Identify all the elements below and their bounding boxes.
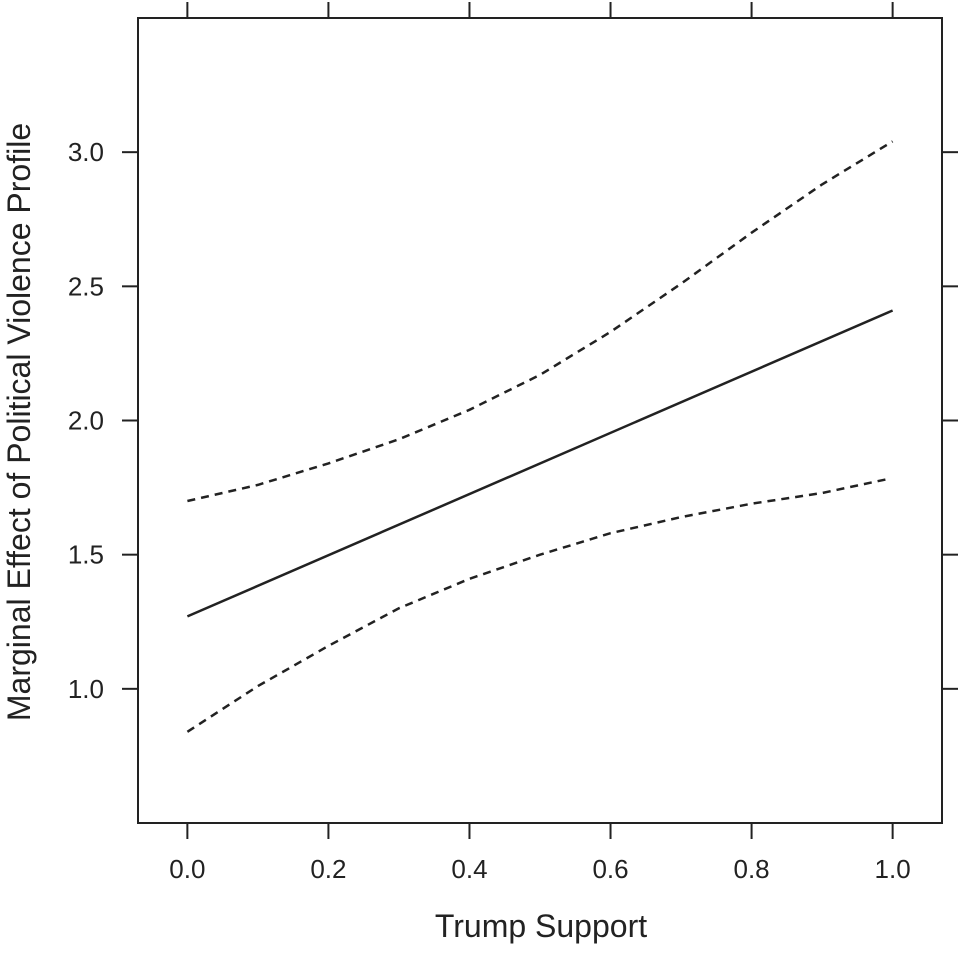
estimate-line [186,309,894,618]
x-tick-label: 0.8 [734,854,770,884]
y-axis: 1.0 1.5 2.0 2.5 3.0 [68,137,958,704]
y-tick-label: 2.0 [68,406,104,436]
y-tick-label: 2.5 [68,271,104,301]
x-axis-title: Trump Support [435,908,647,944]
x-tick-label: 0.0 [169,854,205,884]
y-tick-label: 1.5 [68,540,104,570]
lower-bound-line [186,478,886,733]
x-tick-label: 0.2 [310,854,346,884]
x-tick-label: 0.4 [451,854,487,884]
x-axis: 0.0 0.2 0.4 0.6 0.8 1.0 [169,2,911,884]
y-axis-title: Marginal Effect of Political Violence Pr… [1,123,37,721]
upper-bound-line [187,140,894,503]
plot-frame [137,17,943,824]
y-tick-label: 1.0 [68,674,104,704]
x-tick-label: 0.6 [592,854,628,884]
y-tick-label: 3.0 [68,137,104,167]
series-layer [186,140,894,733]
x-tick-label: 1.0 [875,854,911,884]
